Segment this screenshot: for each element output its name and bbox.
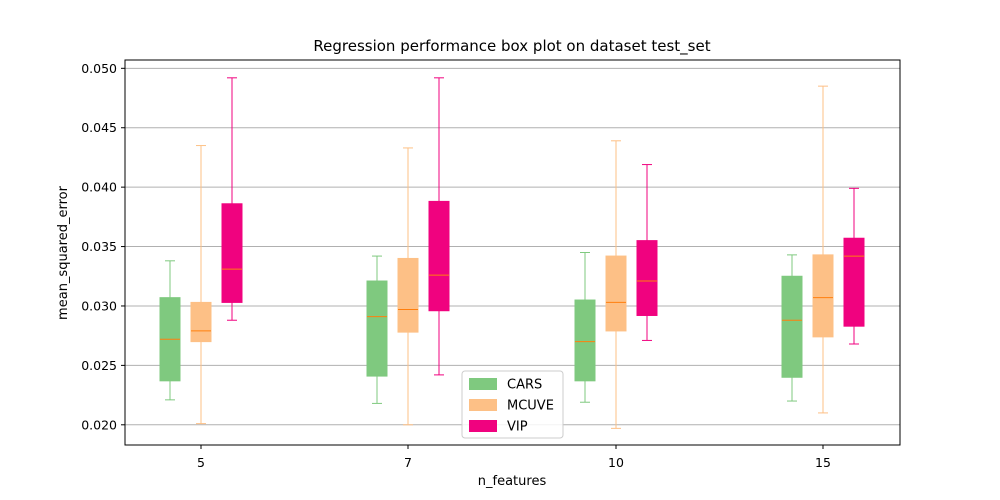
box-vip-7 [428,77,450,376]
box-mcuve-7 [397,147,419,426]
box-cars-15 [781,254,803,402]
iqr-box [574,299,596,382]
chart-title: Regression performance box plot on datas… [313,37,710,56]
box-cars-5 [159,260,181,401]
y-tick-label: 0.040 [81,180,117,195]
y-axis-label: mean_squared_error [56,185,71,320]
box-vip-10 [636,164,658,341]
box-cars-10 [574,252,596,403]
box-cars-7 [366,255,388,404]
legend-label-vip: VIP [507,420,528,435]
legend-swatch-cars [469,378,497,390]
iqr-box [812,254,834,338]
y-axis-ticks: 0.020 0.025 0.030 0.035 0.040 0.045 0.050 [81,61,125,432]
box-mcuve-15 [812,85,834,414]
y-tick-label: 0.050 [81,61,117,76]
legend-label-cars: CARS [507,378,542,393]
x-axis-ticks: 5 7 10 15 [197,445,831,470]
legend-label-mcuve: MCUVE [507,399,554,414]
box-vip-5 [221,77,243,321]
x-tick-label: 10 [608,455,624,470]
iqr-box [190,301,212,343]
y-tick-label: 0.035 [81,239,117,254]
y-tick-label: 0.020 [81,417,117,432]
iqr-box [221,203,243,303]
iqr-box [781,275,803,378]
box-mcuve-10 [605,140,627,429]
box-vip-15 [843,187,865,345]
box-mcuve-5 [190,145,212,425]
iqr-box [605,255,627,332]
plot-area-frame [124,59,901,446]
legend-swatch-mcuve [469,399,497,411]
legend-swatch-vip [469,420,497,432]
y-tick-label: 0.030 [81,298,117,313]
x-tick-label: 7 [404,455,412,470]
iqr-box [397,257,419,333]
iqr-box [366,280,388,377]
grid-lines [125,67,900,426]
y-tick-label: 0.025 [81,358,117,373]
legend: CARS MCUVE VIP [461,370,564,439]
y-tick-label: 0.045 [81,120,117,135]
x-tick-label: 15 [815,455,831,470]
iqr-box [843,237,865,327]
iqr-box [428,200,450,312]
x-tick-label: 5 [197,455,205,470]
x-axis-label: n_features [478,474,547,489]
iqr-box [636,240,658,316]
box-layer [159,77,865,429]
